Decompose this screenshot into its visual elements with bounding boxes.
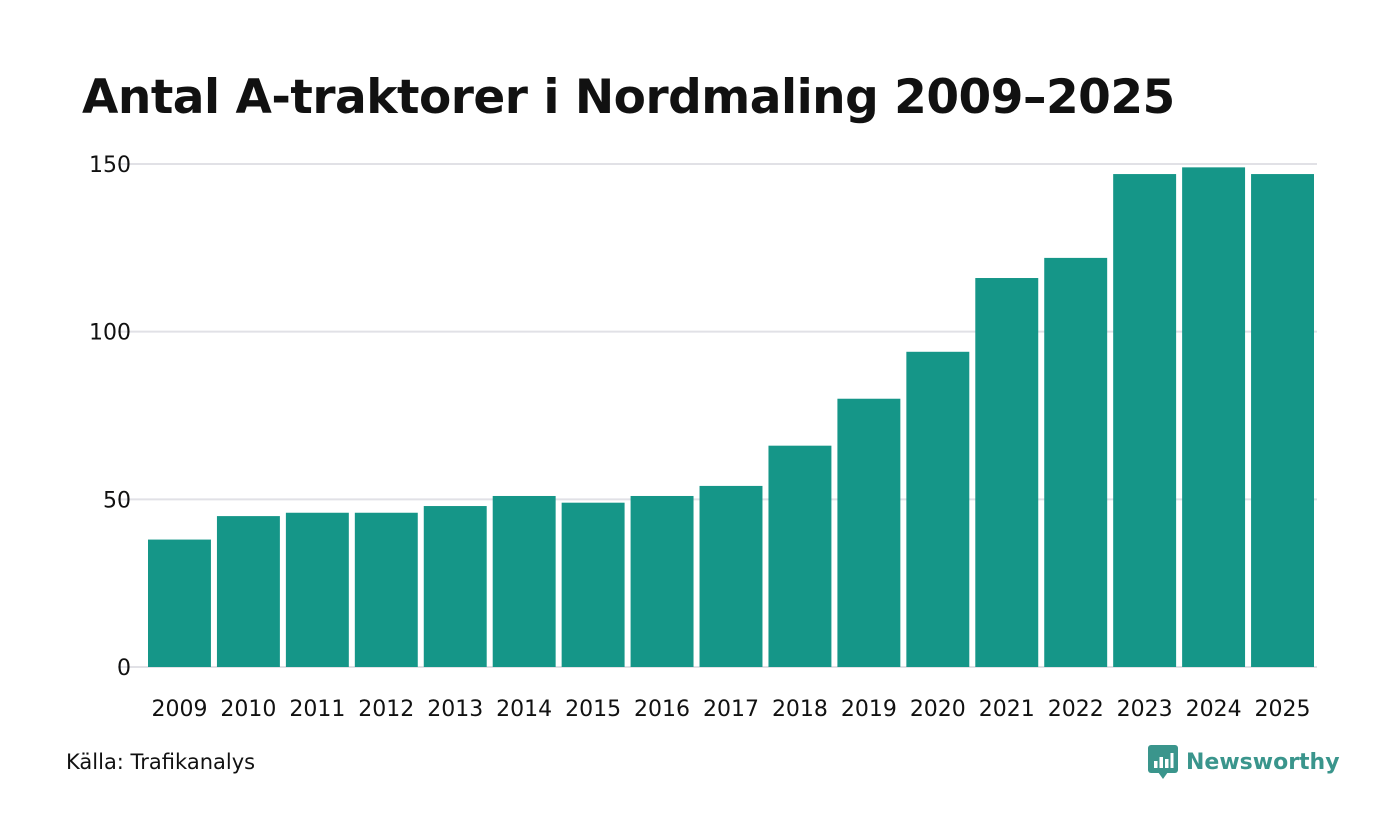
newsworthy-logo-icon bbox=[1148, 745, 1178, 779]
y-tick-label: 100 bbox=[89, 321, 131, 346]
x-tick-label: 2009 bbox=[151, 697, 207, 722]
bar-2012 bbox=[354, 512, 418, 667]
x-tick-label: 2018 bbox=[772, 697, 828, 722]
y-tick-label: 50 bbox=[103, 488, 131, 513]
bar-2010 bbox=[216, 516, 280, 667]
bar-2016 bbox=[630, 495, 694, 667]
bar-2024 bbox=[1182, 167, 1246, 667]
x-axis-ticks: 2009 2010 2011 2012 2013 2014 2015 2016 2017 2018… bbox=[151, 697, 1310, 722]
x-tick-label: 2020 bbox=[910, 697, 966, 722]
bar-2023 bbox=[1113, 174, 1177, 667]
source-note: Källa: Trafikanalys bbox=[66, 750, 256, 774]
bar-2025 bbox=[1251, 174, 1314, 667]
x-tick-label: 2015 bbox=[565, 697, 621, 722]
y-axis-ticks: 0 50 100 150 bbox=[89, 153, 131, 681]
y-tick-label: 0 bbox=[117, 656, 131, 681]
brand-name: Newsworthy bbox=[1186, 749, 1340, 775]
brand-logo: Newsworthy bbox=[1148, 745, 1340, 779]
bar-2021 bbox=[975, 278, 1039, 667]
bar-2011 bbox=[285, 512, 349, 667]
y-tick-label: 150 bbox=[89, 153, 131, 178]
bars bbox=[148, 167, 1314, 667]
bar-2022 bbox=[1044, 257, 1108, 667]
x-tick-label: 2012 bbox=[358, 697, 414, 722]
bar-2017 bbox=[699, 485, 763, 667]
bar-2015 bbox=[561, 502, 625, 667]
x-tick-label: 2017 bbox=[703, 697, 759, 722]
bar-2019 bbox=[837, 398, 901, 667]
x-tick-label: 2025 bbox=[1255, 697, 1311, 722]
x-tick-label: 2014 bbox=[496, 697, 552, 722]
x-tick-label: 2024 bbox=[1186, 697, 1242, 722]
x-tick-label: 2011 bbox=[289, 697, 345, 722]
x-tick-label: 2010 bbox=[220, 697, 276, 722]
x-tick-label: 2022 bbox=[1048, 697, 1104, 722]
x-tick-label: 2021 bbox=[979, 697, 1035, 722]
bar-2013 bbox=[423, 506, 487, 667]
x-tick-label: 2016 bbox=[634, 697, 690, 722]
bar-2009 bbox=[148, 539, 211, 667]
bar-2018 bbox=[768, 445, 832, 667]
x-tick-label: 2023 bbox=[1117, 697, 1173, 722]
x-tick-label: 2019 bbox=[841, 697, 897, 722]
x-tick-label: 2013 bbox=[427, 697, 483, 722]
bar-2014 bbox=[492, 495, 556, 667]
chart-title: Antal A-traktorer i Nordmaling 2009–2025 bbox=[82, 70, 1175, 125]
bar-2020 bbox=[906, 351, 970, 667]
